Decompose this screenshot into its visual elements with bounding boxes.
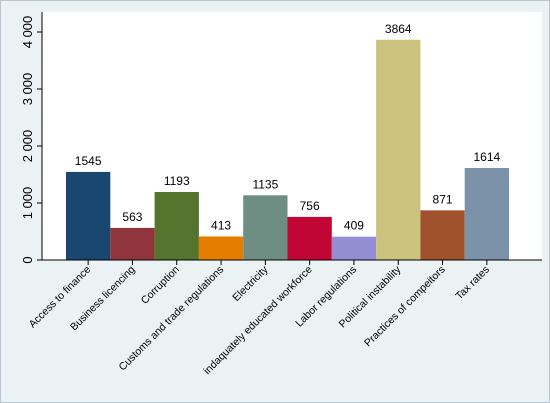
bar [154,191,199,260]
bar [420,210,465,260]
bars-group [66,39,509,260]
y-axis-ticks: 0 1 000 2 000 3 000 4 000 [20,16,42,264]
bar [287,216,332,260]
bar-value-label: 3864 [385,22,412,36]
bar-value-label: 409 [344,219,364,233]
bar [66,171,111,260]
bar [243,195,288,260]
y-tick-label: 3 000 [20,73,35,106]
value-labels-group: 1545 563 1193 413 1135 756 409 3864 871 1614 [75,22,501,233]
x-category-label: Electricity [230,263,271,304]
bar-value-label: 1545 [75,154,102,168]
bar-value-label: 1193 [164,174,190,188]
bar [198,236,244,260]
bar [110,227,155,260]
y-tick-label: 1 000 [20,187,35,220]
bar [331,236,377,260]
bar-value-label: 563 [122,210,142,224]
x-category-label: Tax rates [453,264,492,303]
y-tick-label: 2 000 [20,130,35,163]
y-tick-label: 4 000 [20,16,35,49]
bar-value-label: 413 [211,218,231,232]
bar-value-label: 1135 [252,177,278,191]
bar-value-label: 871 [433,192,453,206]
bar-value-label: 756 [300,199,320,213]
y-tick-label: 0 [20,256,35,263]
bar [464,168,509,260]
x-category-label: Practices of compeitors [362,264,448,350]
bar-value-label: 1614 [473,150,500,164]
x-category-label: Corruption [139,264,182,307]
bar [376,39,421,260]
